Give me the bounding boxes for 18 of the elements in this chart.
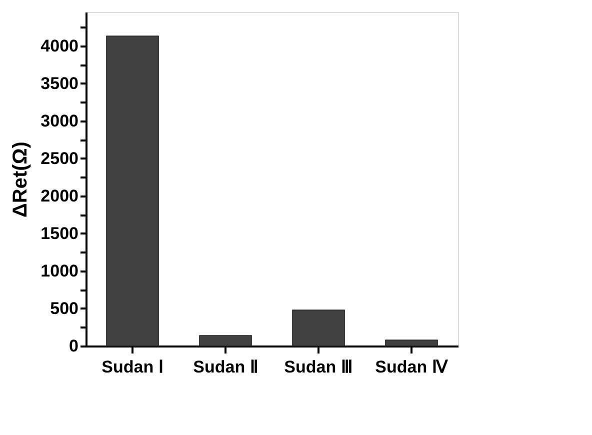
x-tick-label: Sudan Ⅲ — [284, 358, 353, 376]
y-tick-label: 1000 — [40, 261, 78, 280]
y-tick-label: 500 — [50, 298, 78, 318]
x-tick-label: Sudan Ⅱ — [193, 358, 258, 376]
y-tick-label: 3500 — [40, 74, 78, 93]
bar — [292, 310, 345, 346]
bar — [385, 340, 438, 346]
y-tick-label: 0 — [69, 336, 78, 356]
bar — [199, 335, 252, 346]
x-tick-label: Sudan Ⅰ — [102, 358, 164, 376]
y-tick-label: 2000 — [40, 186, 78, 206]
y-axis-title: ΔRet(Ω) — [10, 142, 32, 218]
y-tick-label: 1500 — [40, 224, 78, 243]
y-tick-label: 2500 — [40, 148, 78, 168]
x-tick-label: Sudan Ⅳ — [375, 358, 449, 376]
y-tick-label: 4000 — [40, 36, 78, 56]
bar — [106, 36, 159, 346]
y-tick-label: 3000 — [40, 111, 78, 130]
